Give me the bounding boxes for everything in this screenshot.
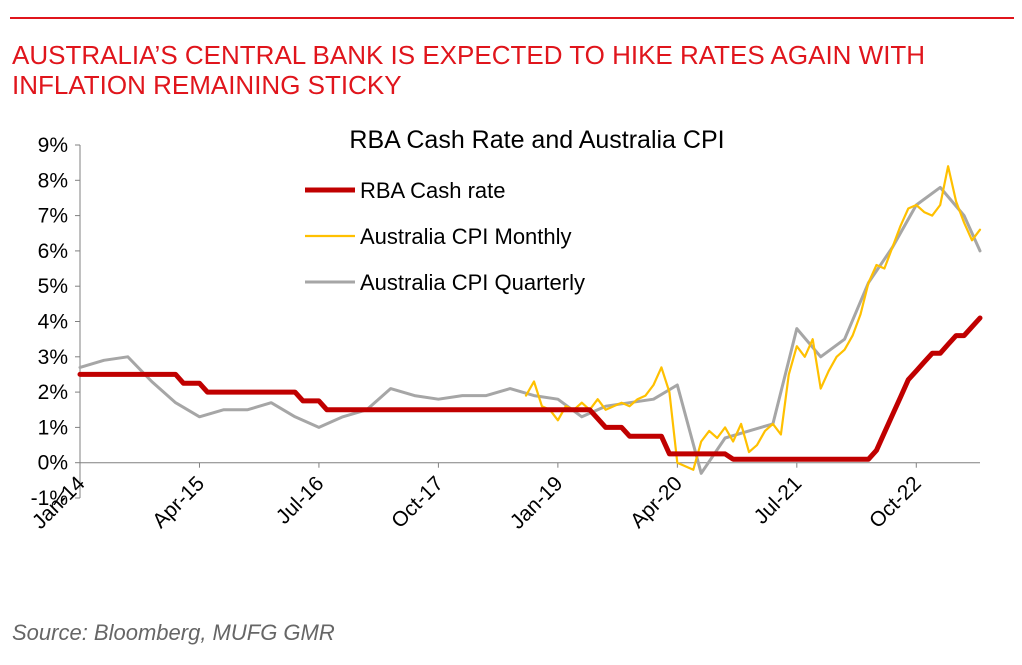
series-line-australia-cpi-quarterly (78, 185, 982, 475)
series-line-rba-cash-rate (77, 315, 983, 462)
source-note: Source: Bloomberg, MUFG GMR (12, 620, 335, 645)
y-tick-label: 6% (38, 240, 68, 263)
line-chart: RBA Cash Rate and Australia CPI -1% 0% 1% 2… (28, 126, 983, 534)
header-rule (10, 17, 1014, 19)
x-tick-label: Jul-21 (750, 472, 807, 529)
y-tick-label: -1% (31, 487, 68, 510)
x-tick-label: Apr-20 (626, 472, 687, 533)
x-tick-label: Jan-19 (506, 472, 568, 534)
legend-label-rba-cash-rate: RBA Cash rate (360, 178, 506, 203)
x-tick-label: Oct-17 (387, 472, 448, 533)
legend-label-australia-cpi-monthly: Australia CPI Monthly (360, 224, 572, 249)
x-tick-label: Oct-22 (865, 472, 926, 533)
chart-plot-area (77, 165, 983, 475)
y-tick-label: 1% (38, 416, 68, 439)
x-tick-label: Apr-15 (148, 472, 209, 533)
legend-label-australia-cpi-quarterly: Australia CPI Quarterly (360, 270, 585, 295)
headline: AUSTRALIA’S CENTRAL BANK IS EXPECTED TO … (12, 40, 926, 100)
chart-title: RBA Cash Rate and Australia CPI (349, 126, 724, 154)
y-tick-label: 0% (38, 452, 68, 475)
y-tick-label: 9% (38, 134, 68, 157)
y-tick-label: 4% (38, 311, 68, 334)
x-tick-label: Jul-16 (272, 472, 329, 529)
chart-legend: RBA Cash rate Australia CPI Monthly Austra… (305, 178, 585, 295)
y-tick-label: 2% (38, 381, 68, 404)
y-tick-label: 3% (38, 346, 68, 369)
y-tick-label: 8% (38, 169, 68, 192)
y-tick-label: 5% (38, 275, 68, 298)
y-tick-label: 7% (38, 205, 68, 228)
series-line-australia-cpi-monthly (524, 165, 982, 471)
